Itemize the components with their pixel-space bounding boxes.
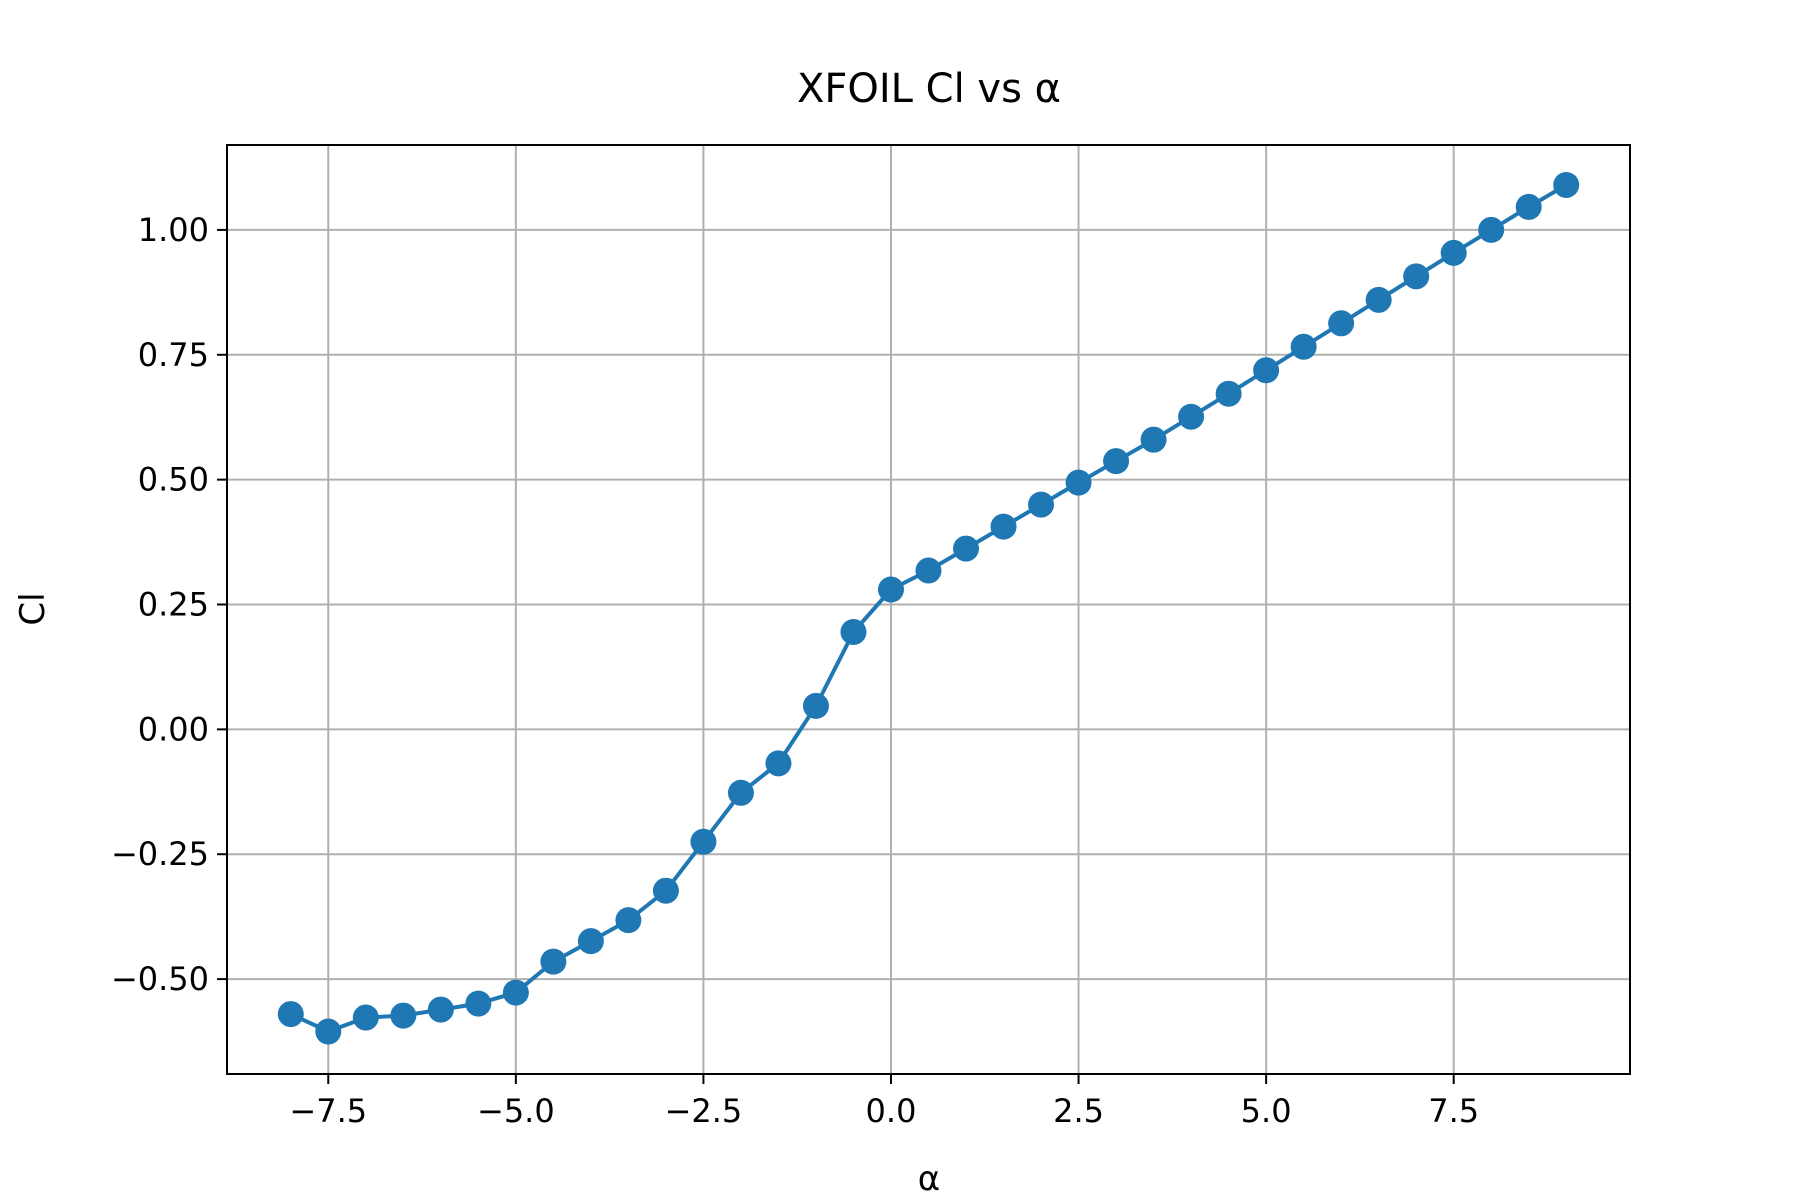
x-tick-label: 2.5 xyxy=(1053,1092,1104,1130)
y-tick-label: 0.75 xyxy=(138,336,209,374)
y-tick-label: 0.25 xyxy=(138,586,209,624)
data-point xyxy=(615,907,642,934)
data-point xyxy=(840,618,867,645)
x-axis-title: α xyxy=(918,1159,940,1199)
series-layer xyxy=(277,171,1580,1045)
x-tick-label: 0.0 xyxy=(866,1092,917,1130)
x-tick-label: −7.5 xyxy=(289,1092,367,1130)
data-point xyxy=(1028,491,1055,518)
data-point xyxy=(1365,286,1392,313)
plot-area xyxy=(227,145,1630,1074)
data-point xyxy=(953,535,980,562)
data-point xyxy=(465,990,492,1017)
data-point xyxy=(352,1004,379,1031)
data-point xyxy=(1290,333,1317,360)
data-point xyxy=(1515,193,1542,220)
y-axis-title: Cl xyxy=(13,592,53,625)
x-tick-label: −2.5 xyxy=(665,1092,743,1130)
data-point xyxy=(1553,171,1580,198)
x-tick-label: −5.0 xyxy=(477,1092,555,1130)
data-point xyxy=(765,750,792,777)
x-tick-label: 5.0 xyxy=(1241,1092,1292,1130)
data-point xyxy=(1440,239,1467,266)
data-point xyxy=(1328,310,1355,337)
y-tick-label: −0.50 xyxy=(111,960,209,998)
grid xyxy=(227,145,1630,1074)
data-point xyxy=(1140,426,1167,453)
data-point xyxy=(990,513,1017,540)
data-point xyxy=(427,996,454,1023)
ticks: −7.5 −5.0 −2.5 0.0 2.5 5.0 7.5 −0.50 −0.25 0.00 0.… xyxy=(111,211,1479,1130)
y-tick-label: 0.00 xyxy=(138,710,209,748)
data-point xyxy=(1103,448,1130,475)
data-point xyxy=(502,979,529,1006)
data-point xyxy=(690,828,717,855)
data-point xyxy=(727,779,754,806)
data-point xyxy=(390,1002,417,1029)
y-tick-label: 1.00 xyxy=(138,211,209,249)
data-point xyxy=(1215,380,1242,407)
plot-frame xyxy=(226,144,1631,1075)
data-point xyxy=(652,877,679,904)
data-point xyxy=(877,576,904,603)
y-tick-label: 0.50 xyxy=(138,461,209,499)
data-point xyxy=(577,928,604,955)
data-point xyxy=(277,1001,304,1028)
x-tick-label: 7.5 xyxy=(1428,1092,1479,1130)
data-point xyxy=(1065,469,1092,496)
data-point xyxy=(915,557,942,584)
data-point xyxy=(1178,403,1205,430)
data-point xyxy=(540,948,567,975)
data-point xyxy=(1478,216,1505,243)
data-point xyxy=(802,692,829,719)
y-tick-label: −0.25 xyxy=(111,835,209,873)
data-point xyxy=(315,1018,342,1045)
data-point xyxy=(1253,357,1280,384)
data-point xyxy=(1403,263,1430,290)
chart-title: XFOIL Cl vs α xyxy=(797,66,1061,112)
